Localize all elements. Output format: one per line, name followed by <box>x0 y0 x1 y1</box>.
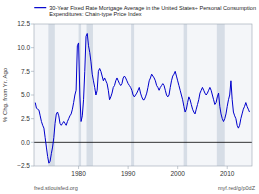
x-tick-label: 2010 <box>220 170 235 177</box>
x-tick <box>128 166 129 169</box>
legend-label: 30-Year Fixed Rate Mortgage Average in t… <box>49 5 256 17</box>
y-tick <box>31 118 34 119</box>
legend: 30-Year Fixed Rate Mortgage Average in t… <box>34 5 256 17</box>
y-tick <box>31 142 34 143</box>
series-line <box>35 33 249 163</box>
y-tick-label: 7.5 <box>21 68 30 75</box>
recession-band <box>48 24 54 166</box>
y-tick-label: 10.0 <box>17 44 30 51</box>
x-tick-label: 1990 <box>121 170 136 177</box>
plot-marks <box>34 24 252 166</box>
recession-band <box>87 24 93 166</box>
y-tick-label: −2.5 <box>17 162 30 169</box>
footer-text: fred.stlouisfed.org <box>34 185 78 191</box>
x-tick <box>227 166 228 169</box>
x-tick <box>78 166 79 169</box>
y-tick <box>31 24 34 25</box>
y-tick <box>31 95 34 96</box>
x-tick-label: 2000 <box>170 170 185 177</box>
footer-text: myf.red/g/p0dZ <box>218 185 256 191</box>
y-axis-label: % Chg. from Yr. Ago <box>2 67 8 122</box>
zero-line <box>34 142 252 143</box>
y-tick-label: 0.0 <box>21 139 30 146</box>
x-tick-label: 1980 <box>71 170 86 177</box>
plot-frame <box>34 24 252 166</box>
legend-label-line: 30-Year Fixed Rate Mortgage Average in t… <box>49 5 256 11</box>
legend-label-line: Expenditures: Chain-type Price Index <box>49 11 142 17</box>
chart: −2.5 0.0 2.5 5.0 7.5 10.0 12.5 1980 1990 2000 2010… <box>0 0 259 194</box>
y-tick <box>31 47 34 48</box>
y-tick <box>31 166 34 167</box>
y-tick-label: 5.0 <box>21 91 30 98</box>
plot-area <box>34 24 252 166</box>
x-tick <box>177 166 178 169</box>
y-tick-label: 12.5 <box>17 20 30 27</box>
y-tick <box>31 71 34 72</box>
recession-band <box>184 24 187 166</box>
legend-swatch <box>34 7 46 8</box>
y-tick-label: 2.5 <box>21 115 30 122</box>
